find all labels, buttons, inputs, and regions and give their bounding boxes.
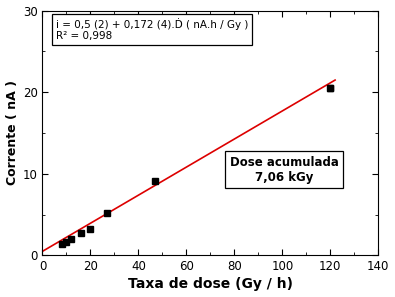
Text: i = 0,5 (2) + 0,172 (4).Ḋ ( nA.h / Gy )
R² = 0,998: i = 0,5 (2) + 0,172 (4).Ḋ ( nA.h / Gy ) … [56, 18, 248, 41]
Text: Dose acumulada
7,06 kGy: Dose acumulada 7,06 kGy [230, 156, 339, 184]
Y-axis label: Corrente ( nA ): Corrente ( nA ) [6, 80, 19, 186]
X-axis label: Taxa de dose (Gy / h): Taxa de dose (Gy / h) [128, 277, 293, 291]
